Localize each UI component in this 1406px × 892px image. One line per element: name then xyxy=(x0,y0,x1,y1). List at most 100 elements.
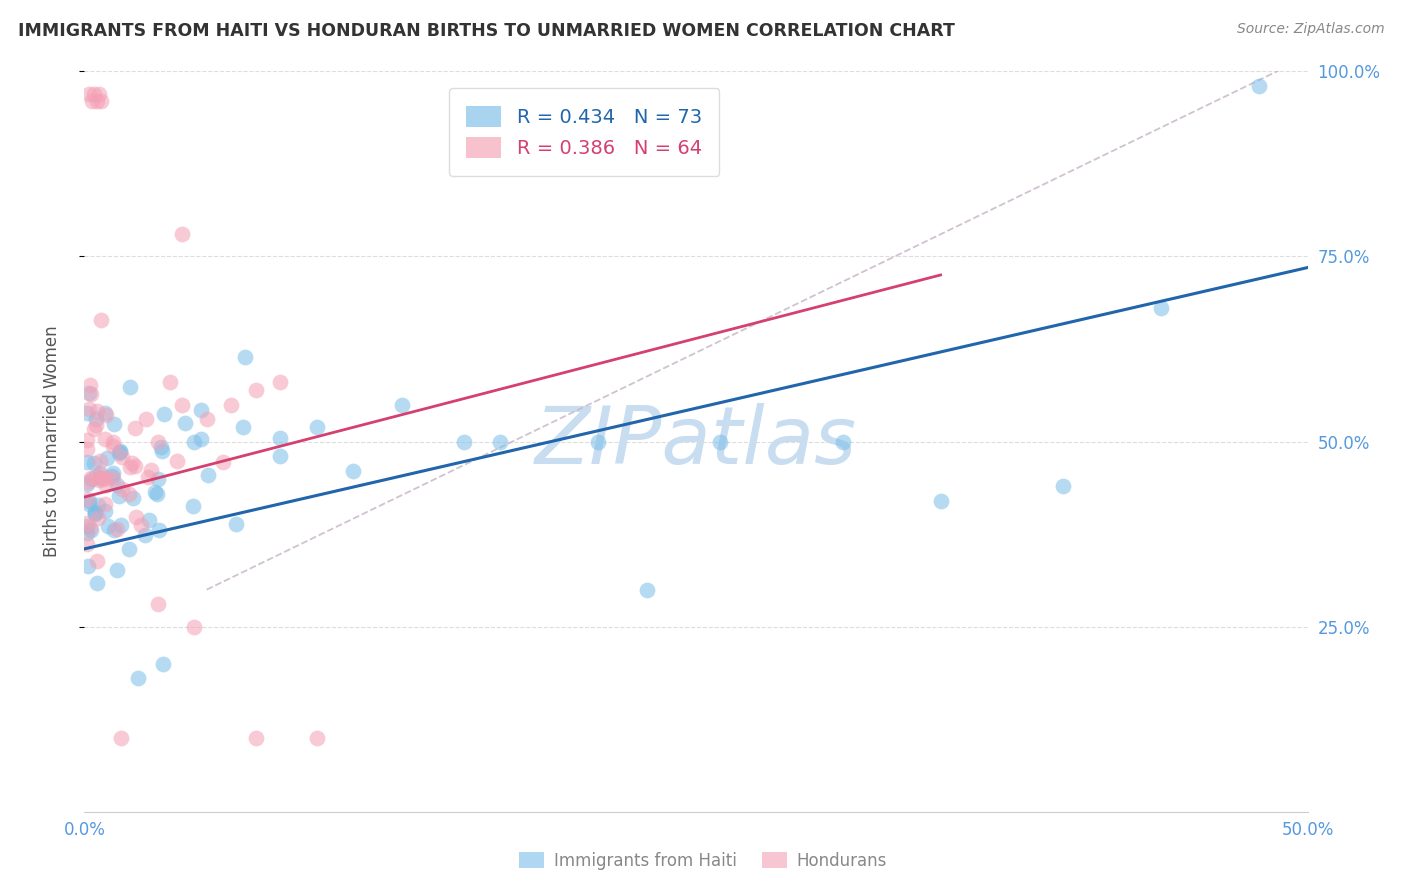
Point xyxy=(80,471,103,485)
Point xyxy=(127,672,149,686)
Point xyxy=(83,505,105,519)
Point xyxy=(129,517,152,532)
Point xyxy=(76,476,98,491)
Point xyxy=(150,443,173,458)
Text: IMMIGRANTS FROM HAITI VS HONDURAN BIRTHS TO UNMARRIED WOMEN CORRELATION CHART: IMMIGRANTS FROM HAITI VS HONDURAN BIRTHS… xyxy=(18,22,955,40)
Point xyxy=(87,498,110,512)
Point xyxy=(77,87,100,101)
Point xyxy=(489,434,512,449)
Point xyxy=(245,731,267,745)
Point xyxy=(103,439,125,453)
Point xyxy=(91,472,114,486)
Point xyxy=(118,487,141,501)
Point xyxy=(152,407,174,421)
Point xyxy=(122,491,145,506)
Point xyxy=(181,499,204,513)
Point xyxy=(172,398,194,412)
Point xyxy=(84,507,107,521)
Legend: Immigrants from Haiti, Hondurans: Immigrants from Haiti, Hondurans xyxy=(512,845,894,877)
Point xyxy=(929,493,952,508)
Point xyxy=(84,469,107,483)
Point xyxy=(245,383,267,397)
Point xyxy=(636,582,658,597)
Point xyxy=(197,467,219,482)
Point xyxy=(90,94,112,108)
Legend: R = 0.434   N = 73, R = 0.386   N = 64: R = 0.434 N = 73, R = 0.386 N = 64 xyxy=(449,88,720,176)
Point xyxy=(94,504,117,518)
Point xyxy=(87,87,110,101)
Point xyxy=(1247,79,1270,94)
Point xyxy=(93,497,115,511)
Point xyxy=(108,445,131,459)
Point xyxy=(83,507,105,521)
Point xyxy=(269,431,291,445)
Point xyxy=(305,419,328,434)
Point xyxy=(97,519,120,533)
Point xyxy=(146,487,169,501)
Point xyxy=(89,471,111,485)
Point xyxy=(77,385,100,400)
Point xyxy=(96,451,118,466)
Point xyxy=(305,731,328,745)
Point xyxy=(76,433,98,447)
Point xyxy=(86,404,108,418)
Point xyxy=(76,475,98,490)
Point xyxy=(86,576,108,591)
Point xyxy=(91,469,114,483)
Point xyxy=(150,440,173,454)
Point xyxy=(139,463,162,477)
Point xyxy=(77,559,100,574)
Point xyxy=(195,412,218,426)
Point xyxy=(124,421,146,435)
Point xyxy=(120,460,142,475)
Point xyxy=(166,454,188,468)
Point xyxy=(111,450,134,464)
Point xyxy=(269,450,291,464)
Point xyxy=(148,472,170,486)
Point xyxy=(391,398,413,412)
Point xyxy=(219,398,242,412)
Point xyxy=(80,387,103,401)
Point xyxy=(87,510,110,524)
Point xyxy=(1052,479,1074,493)
Point xyxy=(89,466,111,480)
Point xyxy=(79,377,101,392)
Point xyxy=(103,523,125,537)
Point xyxy=(87,473,110,487)
Text: Source: ZipAtlas.com: Source: ZipAtlas.com xyxy=(1237,22,1385,37)
Point xyxy=(107,489,129,503)
Point xyxy=(76,526,98,541)
Point xyxy=(145,484,167,499)
Point xyxy=(101,469,124,483)
Point xyxy=(135,412,157,426)
Point xyxy=(174,416,197,430)
Point xyxy=(110,731,132,745)
Point xyxy=(118,380,141,394)
Point xyxy=(77,493,100,508)
Point xyxy=(94,432,117,446)
Point xyxy=(76,442,98,456)
Text: ZIPatlas: ZIPatlas xyxy=(534,402,858,481)
Point xyxy=(80,94,103,108)
Point xyxy=(94,471,117,485)
Point xyxy=(86,554,108,568)
Point xyxy=(84,412,107,426)
Point xyxy=(86,418,108,433)
Point xyxy=(110,518,132,533)
Point xyxy=(80,523,103,537)
Point xyxy=(453,434,475,449)
Point xyxy=(86,94,108,108)
Point xyxy=(101,466,124,480)
Point xyxy=(105,522,128,536)
Point xyxy=(111,483,134,497)
Point xyxy=(709,434,731,449)
Point xyxy=(76,406,98,420)
Point xyxy=(138,513,160,527)
Point xyxy=(232,419,254,434)
Point xyxy=(1150,301,1173,316)
Point xyxy=(586,434,609,449)
Point xyxy=(108,444,131,458)
Point xyxy=(79,521,101,535)
Point xyxy=(233,350,256,364)
Point xyxy=(76,492,98,507)
